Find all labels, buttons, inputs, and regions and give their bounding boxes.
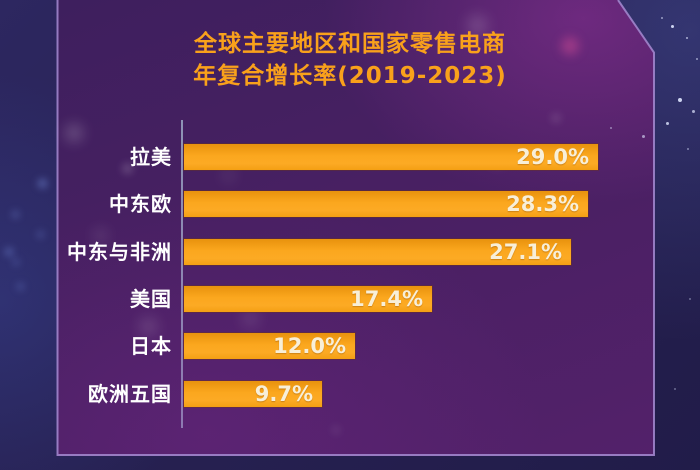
chart-row: 中东与非洲 27.1% [0,239,700,265]
star-dot [692,110,695,113]
star-dot [666,122,669,125]
star-dot [678,98,682,102]
value-label: 17.4% [350,287,423,311]
category-label: 中东与非洲 [67,240,172,264]
bar: 17.4% [184,286,432,312]
chart-title: 全球主要地区和国家零售电商 年复合增长率(2019-2023) [0,28,700,92]
chart-title-line2: 年复合增长率(2019-2023) [193,63,507,89]
bokeh-circle [37,231,44,238]
bar: 29.0% [184,144,598,170]
bokeh-circle [38,179,47,188]
chart-row: 日本 12.0% [0,333,700,359]
chart-title-line1: 全球主要地区和国家零售电商 [194,31,506,57]
bar: 9.7% [184,381,322,407]
bar: 27.1% [184,239,571,265]
star-dot [661,17,663,19]
value-label: 27.1% [489,240,562,264]
category-label: 拉美 [130,145,172,169]
category-label: 中东欧 [109,192,172,216]
chart-row: 美国 17.4% [0,286,700,312]
value-label: 29.0% [516,145,589,169]
value-label: 12.0% [273,334,346,358]
category-label: 美国 [130,287,172,311]
chart-row: 中东欧 28.3% [0,191,700,217]
chart-row: 拉美 29.0% [0,144,700,170]
category-label: 日本 [130,334,172,358]
bar: 12.0% [184,333,355,359]
category-label: 欧洲五国 [88,382,172,406]
value-label: 9.7% [254,382,313,406]
chart-row: 欧洲五国 9.7% [0,381,700,407]
bar: 28.3% [184,191,588,217]
value-label: 28.3% [506,192,579,216]
y-axis-line [181,120,183,428]
